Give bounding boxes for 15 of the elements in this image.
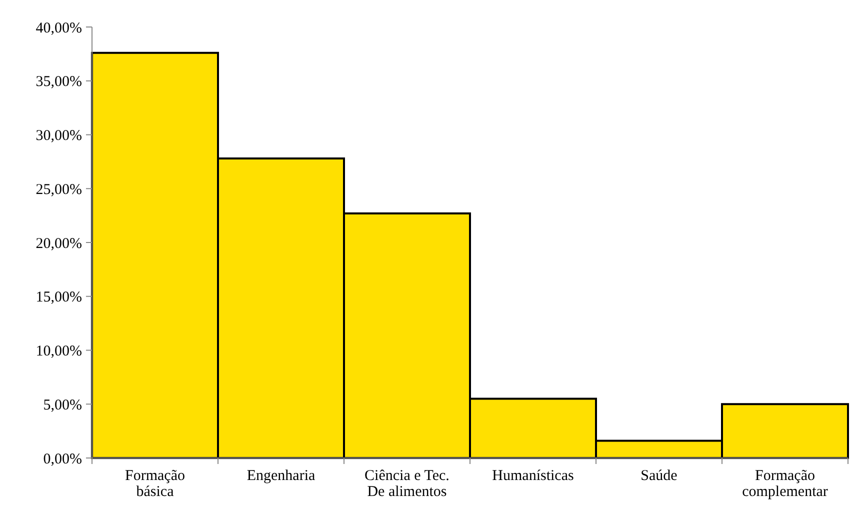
- x-tick-label: Engenharia: [246, 468, 316, 484]
- y-tick-label: 20,00%: [36, 236, 82, 252]
- y-tick-label: 30,00%: [36, 128, 82, 144]
- y-tick-label: 15,00%: [36, 290, 82, 306]
- y-tick-label: 35,00%: [36, 74, 82, 90]
- y-tick-label: 25,00%: [36, 182, 82, 198]
- x-tick-label: Formação complementar: [742, 468, 828, 500]
- x-tick-label: Saúde: [640, 468, 678, 484]
- y-tick-label: 5,00%: [43, 397, 82, 414]
- x-tick-label: Humanísticas: [492, 468, 574, 484]
- x-tick-label: Formação básica: [125, 468, 185, 500]
- y-tick-label: 40,00%: [36, 20, 82, 36]
- y-tick-label: 0,00%: [43, 451, 82, 468]
- x-tick-label: Ciência e Tec. De alimentos: [364, 468, 450, 500]
- y-tick-label: 10,00%: [36, 344, 82, 360]
